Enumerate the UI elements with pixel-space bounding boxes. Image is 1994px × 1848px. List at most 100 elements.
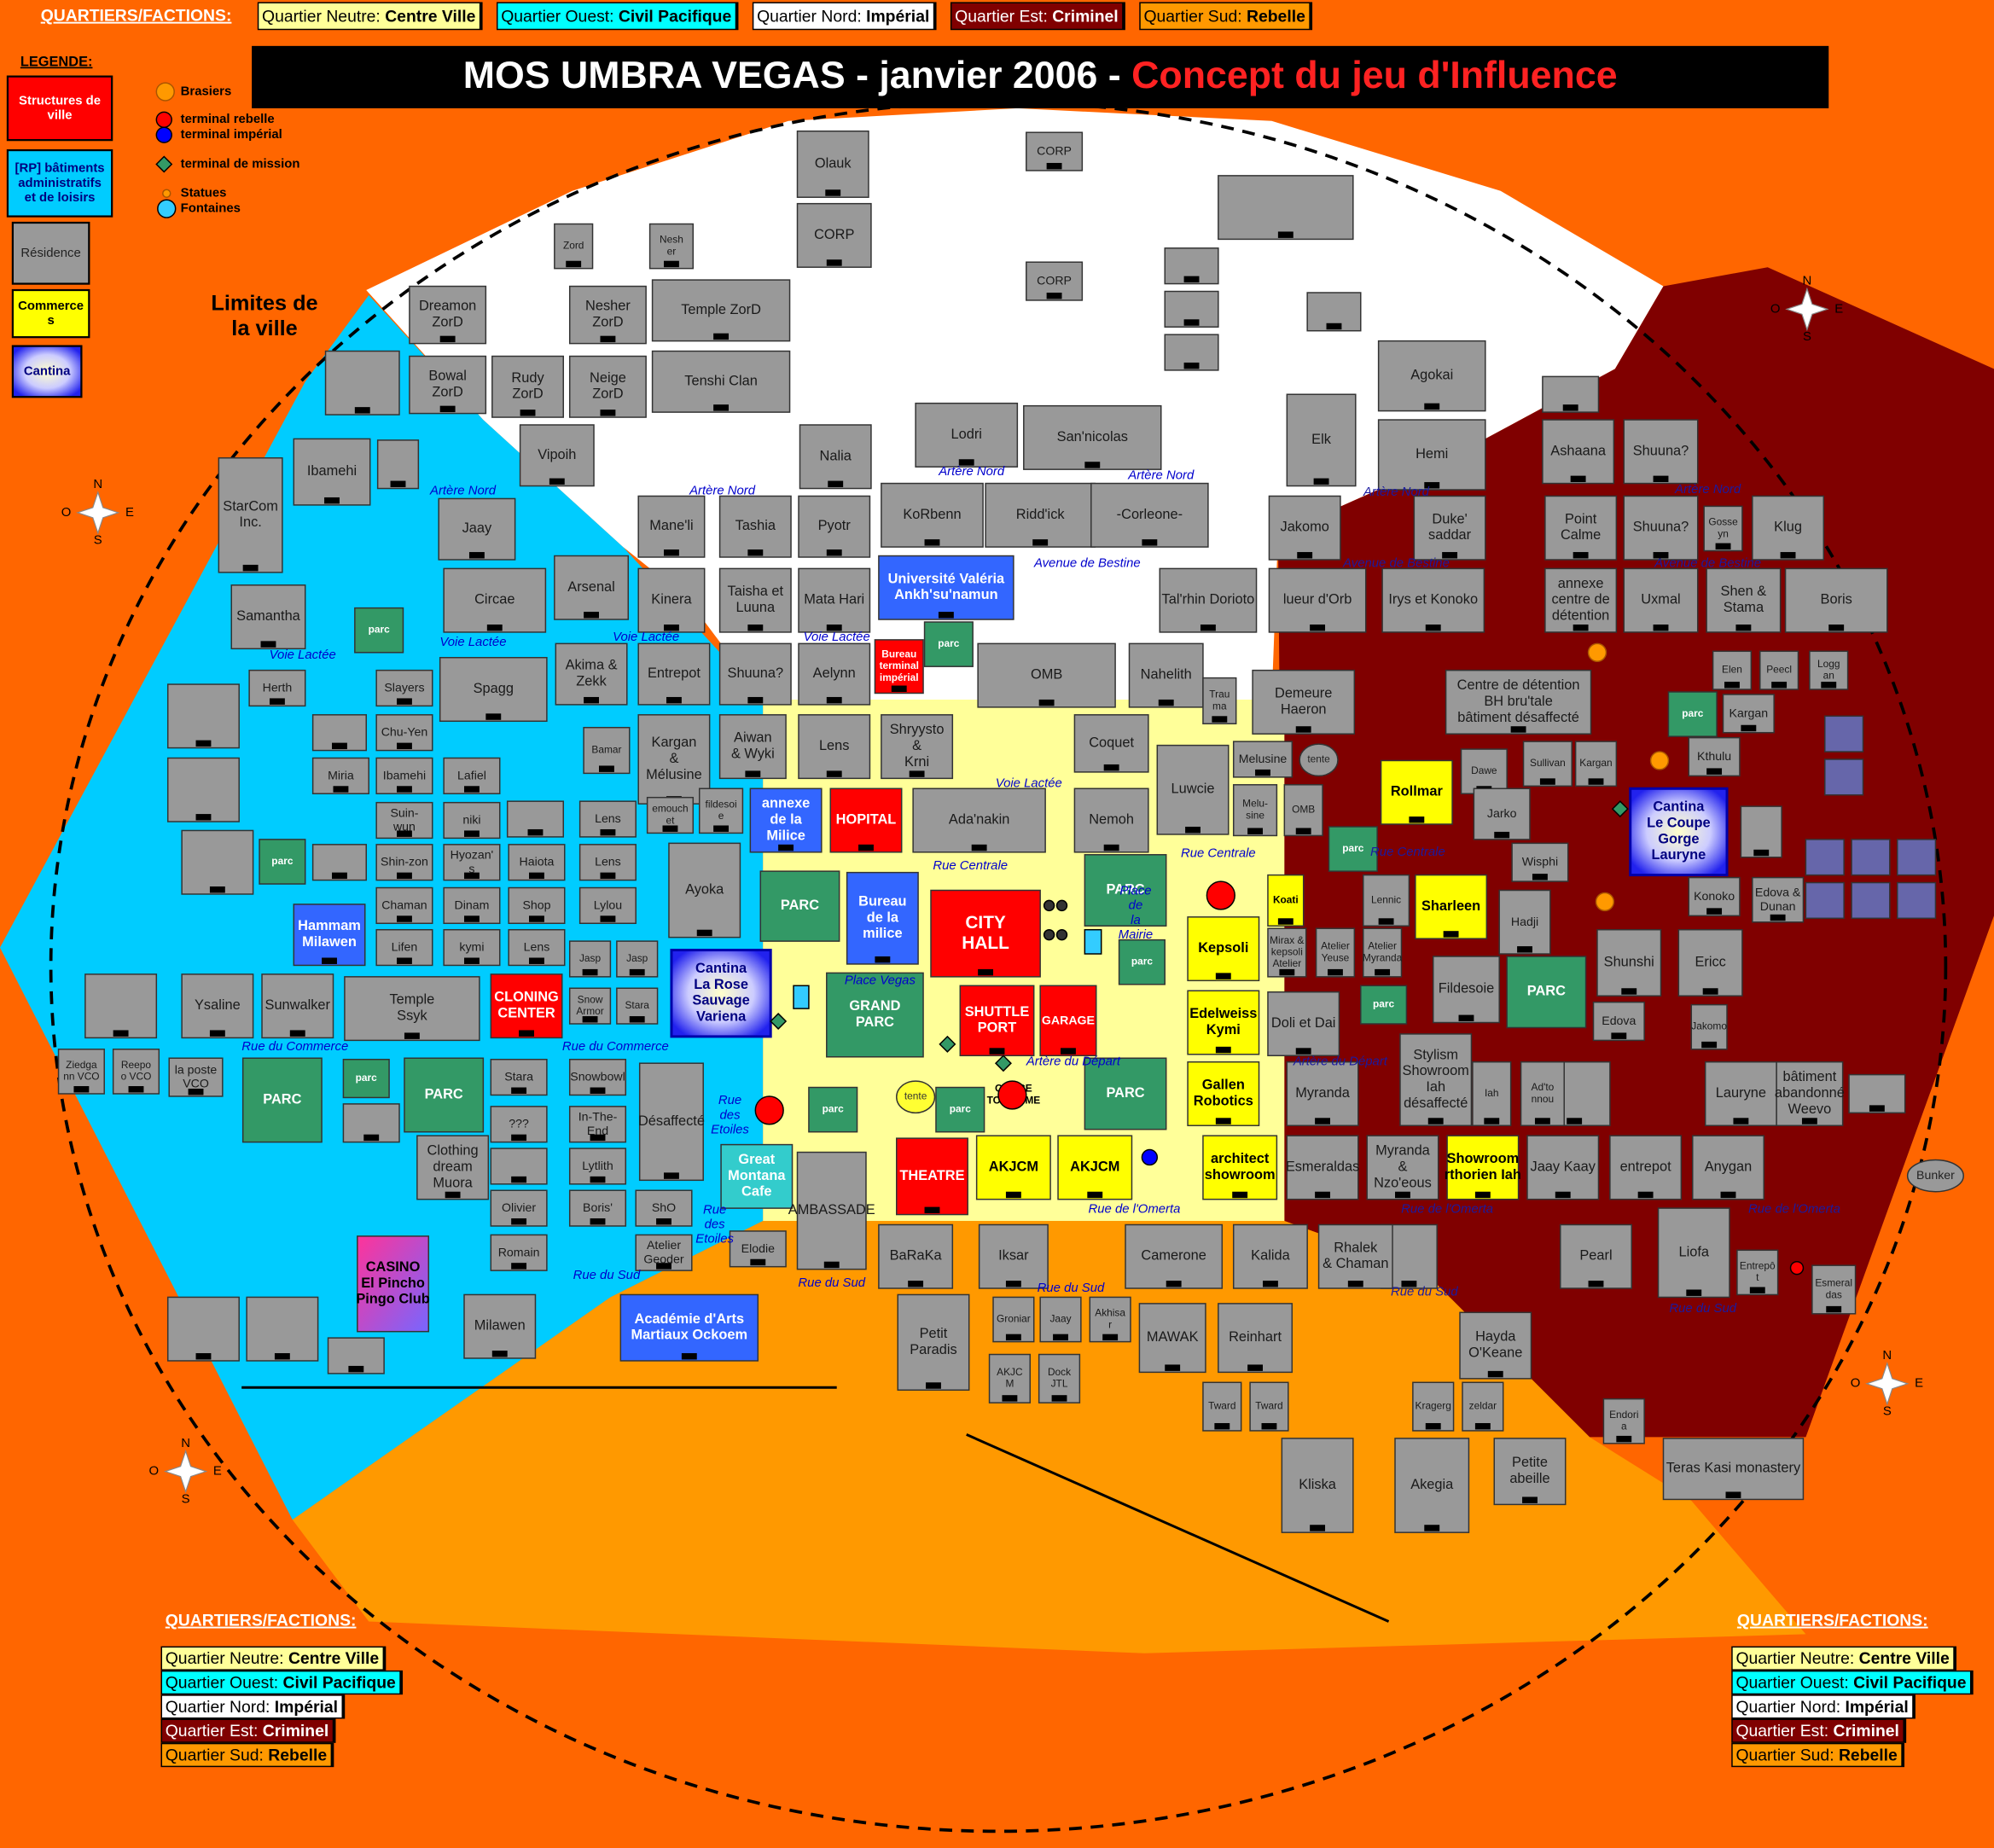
building-label: parc [1682,707,1704,719]
building-label: Désaffecté [638,1113,705,1129]
compass-letter: S [1883,1405,1892,1419]
building-label: ShO [652,1200,676,1214]
building [1128,642,1204,708]
building-label: Shen & Stama [1721,584,1767,616]
building-label: Melusine [1239,752,1288,765]
legend-statue [162,189,171,198]
building [1542,419,1615,485]
door [826,259,842,266]
building-label: Lens [595,854,621,868]
building [181,973,254,1039]
door [778,844,794,851]
door [1771,682,1788,689]
building-label: Iah [1485,1087,1499,1099]
building-label: Logg an [1817,658,1840,682]
building-label: Cantina Le Coupe Gorge Lauryne [1647,799,1711,863]
title-main: MOS UMBRA VEGAS - janvier 2006 - [463,55,1131,96]
building [1629,787,1729,877]
faction-label: Quartier Sud: Rebelle [1735,1746,1898,1765]
door [195,740,212,747]
building-label: PARC [425,1087,463,1102]
building [977,642,1116,708]
building [846,871,919,965]
legend-label: [RP] bâtiments administratifs et de loisir… [15,162,105,205]
building-label: Bamar [591,744,621,756]
door [1427,1118,1444,1124]
door [1087,1191,1103,1199]
door [1005,1281,1021,1287]
faction-name: Civil Pacifique [619,7,732,26]
door [1425,625,1441,631]
door [73,1086,90,1093]
building [1706,567,1782,633]
tent [896,1080,936,1114]
statue [1043,928,1055,941]
building-label: Jaay [462,521,492,537]
building-label: Camerone [1141,1248,1206,1264]
door [1166,1281,1182,1287]
terminal-mission [994,1055,1012,1072]
building [261,973,334,1039]
legend-symbol-label: Statues [181,187,227,200]
building [181,829,254,895]
building-label: parc [1373,998,1395,1010]
factions-title: QUARTIERS/FACTIONS: [41,7,232,26]
building-label: Bunker [1916,1168,1955,1182]
faction-name: Centre Ville [1859,1649,1950,1668]
door [209,1030,225,1037]
building-label: Lylou [594,898,622,911]
door [1801,1118,1817,1124]
door [1247,1364,1264,1371]
building [1776,1061,1844,1126]
building-label: Romain [498,1245,540,1258]
building-label: Ashaana [1550,444,1607,459]
building-label: Temple ZorD [681,302,761,317]
door [1347,1281,1363,1287]
terminal-imperial [1141,1148,1159,1166]
building-label: Lifen [392,939,418,953]
building [1202,1135,1278,1200]
building-label: Sharleen [1421,898,1480,914]
compass-letter: E [213,1465,222,1479]
building [1623,419,1699,485]
door [1733,1118,1749,1124]
building [915,402,1019,468]
door [529,915,544,922]
door [713,333,730,340]
door [439,335,456,343]
faction-label: Quartier Neutre: Centre Ville [166,1649,380,1668]
door [1409,816,1425,823]
building-label: architect showroom [1205,1151,1276,1183]
door [1212,716,1228,723]
door [1232,1191,1248,1199]
park [1084,854,1167,927]
building [975,1135,1051,1200]
door [590,1176,606,1183]
door [1005,1334,1021,1341]
building-label: PARC [781,898,819,913]
legend-label: Commerce s [18,299,84,328]
door [527,828,544,836]
door [397,872,412,880]
building [1187,916,1260,982]
building-label: GARAGE [1042,1013,1095,1026]
brasier [1595,892,1615,912]
building [1023,404,1162,470]
door [978,968,994,976]
door [269,698,285,705]
building [1281,1438,1354,1533]
door [958,459,974,466]
building [491,355,565,418]
building-label: Samantha [236,608,301,624]
door [1522,1496,1538,1503]
faction-box [1731,1646,1956,1671]
building-label: bâtiment abandonné Weevo [1775,1069,1845,1117]
building [1038,1353,1081,1403]
building [1544,567,1618,633]
building-label: Temple Ssyk [390,992,435,1024]
factions-title: QUARTIERS/FACTIONS: [166,1612,357,1630]
building-label: Tward [1255,1400,1282,1412]
door [397,957,412,964]
building-label: Boris' [583,1200,613,1214]
map-layer: QUARTIERS/FACTIONS: Quartier Neutre: Cent… [6,2,1974,1768]
